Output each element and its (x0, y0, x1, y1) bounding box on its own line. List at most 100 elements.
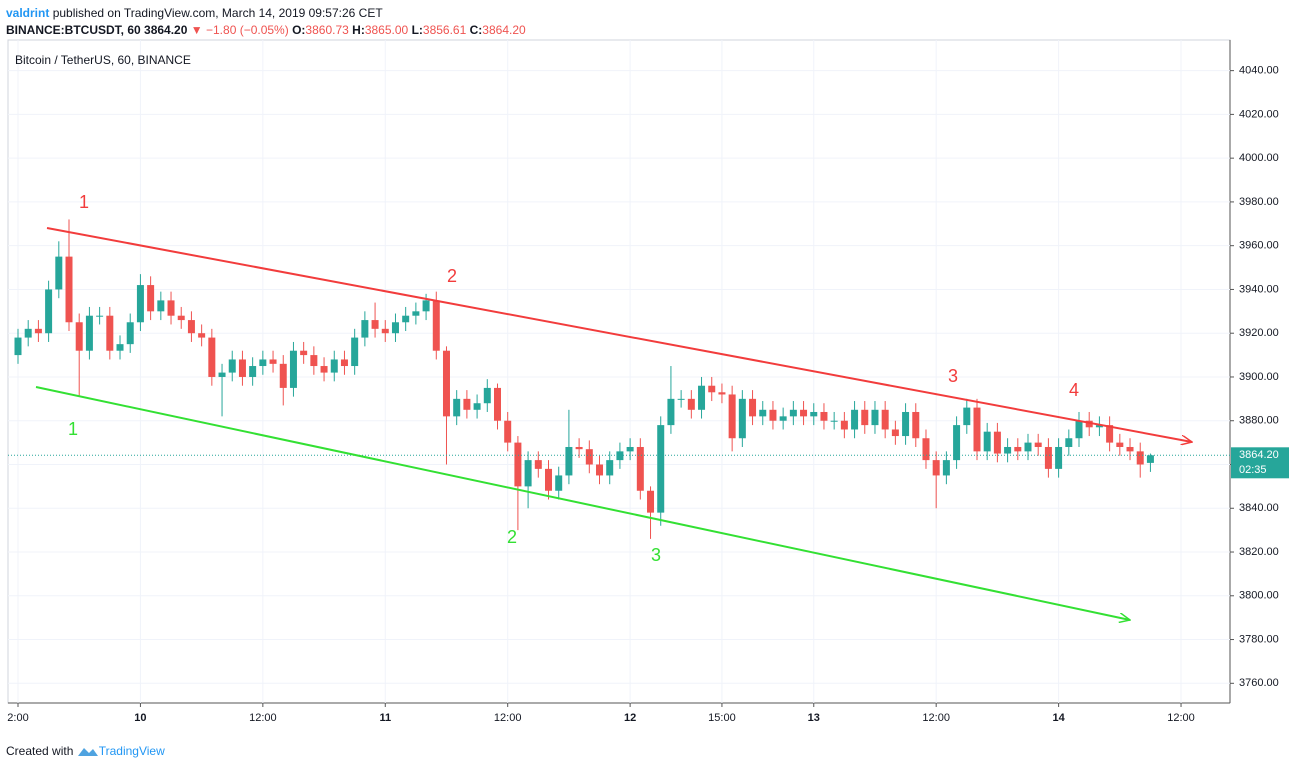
y-tick-label: 4000.00 (1239, 152, 1279, 164)
y-tick-label: 3960.00 (1239, 240, 1279, 252)
candle-body (759, 409, 767, 417)
y-tick-label: 3840.00 (1239, 502, 1279, 514)
candle-body (973, 407, 981, 452)
x-tick-label: 15:00 (708, 712, 736, 724)
candle-body (851, 409, 859, 430)
candle-body (391, 322, 399, 334)
candle-body (259, 359, 267, 367)
symbol: BINANCE:BTCUSDT, 60 (6, 23, 141, 37)
change: −1.80 (−0.05%) (206, 23, 289, 37)
candle-body (810, 411, 818, 417)
x-tick-label: 11 (379, 712, 391, 724)
candle-body (585, 449, 593, 465)
candle-body (1004, 446, 1012, 454)
candle-body (463, 398, 471, 410)
candle-body (698, 385, 706, 410)
candle-body (279, 363, 287, 388)
y-tick-label: 4020.00 (1239, 108, 1279, 120)
annotation: 1 (79, 192, 89, 212)
candle-body (1136, 451, 1144, 465)
candle-body (45, 289, 53, 334)
candle-body (953, 425, 961, 461)
candle-body (565, 446, 573, 476)
candle-body (157, 300, 165, 312)
annotation: 3 (948, 366, 958, 386)
x-tick-label: 12:00 (922, 712, 950, 724)
logo (77, 748, 98, 756)
candle-body (371, 320, 379, 329)
candle-body (75, 322, 83, 351)
candle-body (616, 451, 624, 461)
candle-body (218, 372, 226, 377)
candle-body (902, 411, 910, 437)
candle-body (1065, 438, 1073, 447)
candle-body (728, 394, 736, 439)
chart: Bitcoin / TetherUS, 60, BINANCE 1 2 3 4 … (7, 39, 1289, 724)
candle-body (830, 420, 838, 422)
y-tick-label: 3880.00 (1239, 415, 1279, 427)
candle-body (800, 409, 808, 417)
candle-body (249, 366, 257, 377)
candle-body (300, 350, 308, 356)
candle-body (1014, 446, 1022, 452)
candle-body (963, 407, 971, 426)
candle-body (310, 355, 318, 367)
candle-body (65, 256, 73, 323)
candle-body (289, 350, 297, 388)
brand[interactable]: TradingView (98, 744, 165, 758)
candle-body (116, 344, 124, 351)
candle-body (596, 464, 604, 476)
annotation: 2 (447, 266, 457, 286)
candle-body (738, 398, 746, 439)
candle-body (177, 315, 185, 321)
candle-body (993, 431, 1001, 454)
candle-body (606, 460, 614, 476)
y-tick-label: 3920.00 (1239, 327, 1279, 339)
annotation: 1 (68, 419, 78, 439)
candle-body (779, 416, 787, 421)
c-label: C: (469, 23, 483, 37)
candle-body (545, 468, 553, 491)
quote-line: BINANCE:BTCUSDT, 60 3864.20 ▼ −1.80 (−0.… (6, 23, 526, 37)
x-tick-label: 14 (1052, 712, 1065, 724)
upper-trendline (46, 227, 1192, 442)
candle-body (1106, 425, 1114, 443)
candle-body (749, 398, 757, 417)
author[interactable]: valdrint (6, 6, 50, 20)
candle-body (453, 398, 461, 417)
candle-body (942, 460, 950, 476)
h: 3865.00 (364, 23, 409, 37)
candle-body (1146, 455, 1154, 463)
candle-body (412, 311, 420, 316)
x-tick-label: 10 (134, 712, 146, 724)
h-label: H: (352, 23, 365, 37)
l: 3856.61 (422, 23, 467, 37)
c: 3864.20 (482, 23, 526, 37)
candle-body (891, 429, 899, 437)
candle-body (320, 366, 328, 373)
price-box-label: 3864.20 (1239, 449, 1279, 461)
candle-body (85, 315, 93, 351)
candle-body (1034, 442, 1042, 447)
candle-body (769, 409, 777, 421)
price-box (1231, 447, 1289, 479)
candle-body (1024, 442, 1032, 452)
x-tick-label: 2:00 (7, 712, 28, 724)
candle-body (871, 409, 879, 426)
candle-body (789, 409, 797, 417)
candle-body (1085, 420, 1093, 428)
candle-body (647, 490, 655, 513)
candle-body (330, 359, 338, 373)
candle-body (340, 359, 348, 367)
candle-body (524, 460, 532, 487)
x-tick-label: 12:00 (494, 712, 522, 724)
x-tick-label: 12 (624, 712, 636, 724)
o: 3860.73 (305, 23, 349, 37)
candle-body (228, 359, 236, 373)
y-tick-label: 3940.00 (1239, 283, 1279, 295)
candle-body (167, 300, 175, 316)
y-tick-label: 4040.00 (1239, 65, 1279, 77)
y-tick-label: 3820.00 (1239, 546, 1279, 558)
candle-body (1055, 446, 1063, 469)
